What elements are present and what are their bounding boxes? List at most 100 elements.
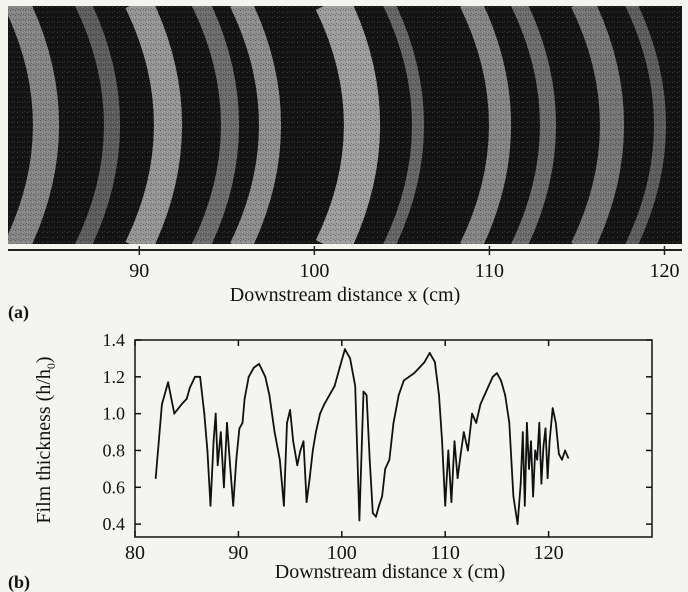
panel-a-x-tick-label: 120 <box>649 260 679 282</box>
series-point <box>462 431 465 433</box>
series-point <box>273 431 276 433</box>
series-point <box>319 412 321 415</box>
series-point <box>308 477 311 479</box>
series-point <box>194 375 196 378</box>
series-point <box>447 449 450 452</box>
series-point <box>508 422 511 424</box>
panel-b-x-tick-label: 90 <box>228 542 248 564</box>
series-point <box>453 440 456 443</box>
series-point <box>491 375 494 378</box>
series-point <box>173 412 176 415</box>
panel-b-x-tick-label: 80 <box>125 542 145 564</box>
series-point <box>521 431 524 433</box>
series-point <box>479 403 482 406</box>
series-point <box>212 440 215 443</box>
series-point <box>475 422 478 424</box>
series-point <box>283 504 285 507</box>
panel-b-y-axis-title: Film thickness (h/h0) <box>33 356 58 523</box>
y-axis-title-subscript: 0 <box>44 363 58 369</box>
series-point <box>548 440 551 443</box>
panel-a-x-axis-title: Downstream distance x (cm) <box>230 284 460 306</box>
series-point <box>544 427 547 430</box>
series-point <box>444 504 447 507</box>
series-point <box>381 495 383 498</box>
series-point <box>375 515 377 518</box>
panel-b-y-tick-label: 1.2 <box>103 367 126 387</box>
series-point <box>519 482 522 485</box>
series-point <box>384 468 387 470</box>
series-point <box>161 403 163 406</box>
panel-b-y-tick-label: 1.4 <box>103 330 126 350</box>
series-point <box>418 366 421 369</box>
panel-b-y-tick-label: 0.6 <box>103 477 126 497</box>
series-point <box>546 477 549 479</box>
series-point <box>209 504 212 507</box>
series-point <box>226 422 228 424</box>
series-point <box>365 394 368 397</box>
series-point <box>206 449 209 452</box>
series-point <box>551 407 554 409</box>
series-point <box>561 458 563 461</box>
series-point <box>523 504 526 507</box>
series-point <box>528 468 530 470</box>
panel-b-x-tick-label: 120 <box>534 542 564 564</box>
series-point <box>299 449 302 452</box>
panel-b-y-tick-label: 1.0 <box>103 404 126 424</box>
series-point <box>305 501 308 503</box>
series-point <box>459 453 462 455</box>
series-point <box>243 398 246 400</box>
series-point <box>286 422 288 424</box>
panel-a-x-tick-label: 110 <box>475 260 504 282</box>
panel-b-x-tick-label: 110 <box>431 542 460 564</box>
series-point <box>450 501 453 503</box>
series-point <box>441 440 443 443</box>
film-thickness-series-line <box>154 348 570 525</box>
series-point <box>526 422 528 424</box>
series-point <box>536 458 539 461</box>
series-point <box>302 440 305 443</box>
series-point <box>185 398 188 400</box>
panel-a-x-tick-label: 100 <box>299 260 329 282</box>
series-point <box>199 375 202 378</box>
series-point <box>413 372 416 374</box>
series-point <box>333 385 336 387</box>
series-point <box>315 431 317 433</box>
series-point <box>216 464 219 467</box>
series-point <box>408 375 410 378</box>
series-point <box>289 409 291 411</box>
series-point <box>530 440 532 443</box>
series-point <box>349 357 351 360</box>
series-point <box>500 379 502 382</box>
series-point <box>397 394 400 397</box>
series-point <box>188 387 191 389</box>
series-point <box>323 403 326 406</box>
series-point <box>388 458 391 461</box>
series-point <box>296 464 299 467</box>
series-point <box>567 456 570 459</box>
series-point <box>487 385 490 387</box>
panel-a-photograph: 90 100 110 120 Downstream distance x (cm) (… <box>8 6 682 323</box>
panel-a-x-tick-label: 90 <box>129 260 149 282</box>
series-point <box>368 458 371 461</box>
series-point <box>428 352 431 354</box>
series-point <box>540 482 543 485</box>
series-point <box>203 412 206 415</box>
series-point <box>558 453 560 455</box>
series-point <box>278 458 281 461</box>
series-point <box>154 477 157 479</box>
series-point <box>268 394 271 397</box>
series-point <box>423 361 426 363</box>
photo-grain-overlay <box>8 6 682 244</box>
series-point <box>232 504 235 507</box>
series-point <box>292 440 295 443</box>
series-point <box>467 449 469 452</box>
series-point <box>258 363 260 365</box>
panel-b-x-axis-title: Downstream distance x (cm) <box>275 561 505 583</box>
series-point <box>516 523 519 525</box>
series-point <box>438 394 440 397</box>
series-point <box>483 394 486 397</box>
panel-b-y-tick-label: 0.8 <box>103 440 126 460</box>
series-point <box>378 504 380 507</box>
series-point <box>504 394 507 397</box>
